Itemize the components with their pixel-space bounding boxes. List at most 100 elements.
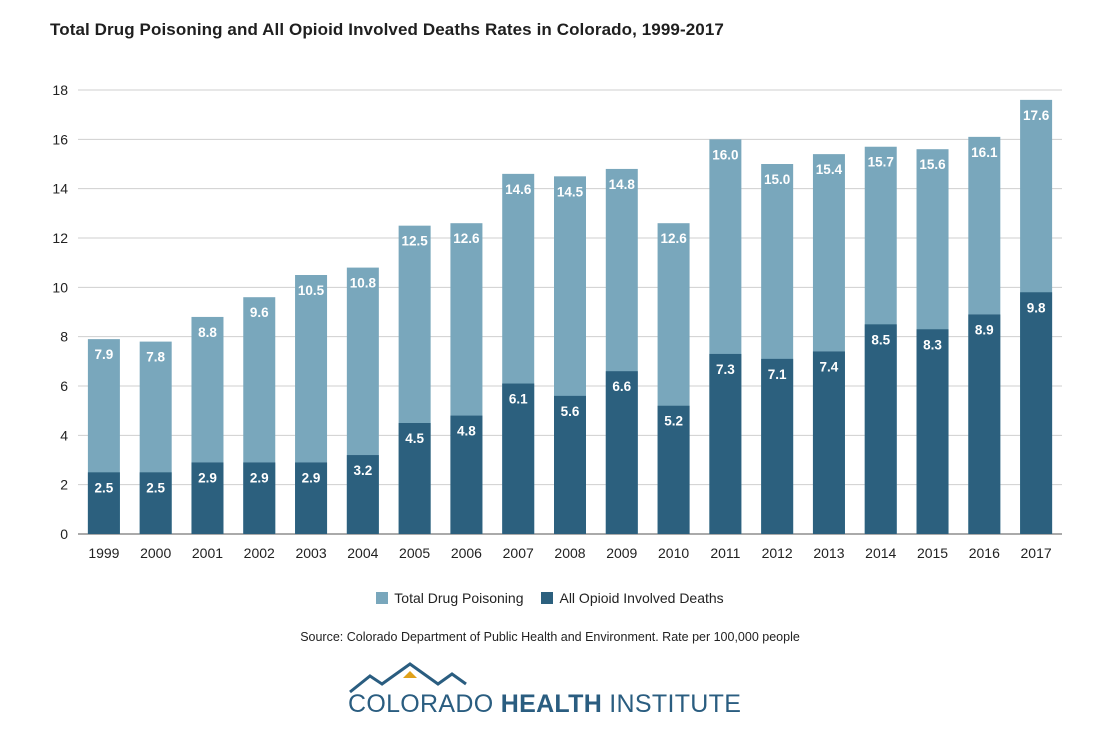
bar-opioid [450, 415, 483, 534]
logo-text-institute: INSTITUTE [602, 690, 742, 718]
bar-opioid [87, 472, 120, 534]
data-label-opioid: 8.5 [871, 332, 890, 347]
bar-opioid [502, 383, 535, 534]
data-label-total: 10.5 [298, 283, 325, 298]
mountain-icon [349, 662, 467, 694]
data-label-opioid: 2.9 [250, 470, 269, 485]
legend: Total Drug Poisoning All Opioid Involved… [0, 590, 1100, 606]
y-tick-label: 2 [60, 477, 68, 493]
data-label-opioid: 5.6 [561, 404, 580, 419]
x-tick-label: 2002 [244, 545, 275, 561]
data-label-opioid: 7.3 [716, 362, 735, 377]
data-label-total: 10.8 [350, 276, 377, 291]
x-tick-label: 2017 [1021, 545, 1052, 561]
data-label-opioid: 8.9 [975, 322, 994, 337]
data-label-total: 15.0 [764, 172, 790, 187]
data-label-total: 16.1 [971, 145, 998, 160]
data-label-total: 14.6 [505, 182, 532, 197]
x-tick-label: 2014 [865, 545, 896, 561]
x-tick-label: 2000 [140, 545, 171, 561]
colorado-health-institute-logo: COLORADO HEALTH INSTITUTE [348, 660, 741, 720]
y-tick-label: 12 [52, 230, 68, 246]
data-label-opioid: 2.9 [198, 470, 217, 485]
bar-opioid [1020, 292, 1053, 534]
legend-swatch-total [376, 592, 389, 604]
x-tick-label: 2011 [710, 545, 740, 561]
y-tick-label: 8 [60, 329, 68, 345]
bar-opioid [761, 358, 794, 534]
x-tick-label: 2001 [192, 545, 223, 561]
bar-opioid [346, 455, 379, 534]
data-label-total: 7.8 [146, 350, 165, 365]
x-tick-label: 2015 [917, 545, 948, 561]
legend-item-total: Total Drug Poisoning [376, 590, 523, 606]
data-label-total: 15.4 [816, 162, 843, 177]
y-tick-label: 0 [60, 526, 68, 542]
data-label-opioid: 5.2 [664, 414, 683, 429]
x-tick-label: 2012 [762, 545, 793, 561]
data-label-total: 9.6 [250, 305, 269, 320]
bar-opioid [605, 371, 638, 534]
data-label-total: 12.5 [401, 234, 428, 249]
data-label-total: 15.6 [919, 157, 946, 172]
legend-item-opioid: All Opioid Involved Deaths [541, 590, 724, 606]
bar-opioid [709, 353, 742, 534]
x-tick-label: 2005 [399, 545, 430, 561]
data-label-opioid: 2.5 [146, 480, 165, 495]
data-label-opioid: 9.8 [1027, 300, 1046, 315]
legend-label-opioid: All Opioid Involved Deaths [559, 590, 724, 606]
x-tick-label: 2009 [606, 545, 637, 561]
bar-opioid [916, 329, 949, 534]
bar-opioid [968, 314, 1001, 534]
x-tick-label: 1999 [88, 545, 119, 561]
chart-title: Total Drug Poisoning and All Opioid Invo… [50, 20, 724, 39]
data-label-total: 8.8 [198, 325, 217, 340]
data-label-total: 7.9 [95, 347, 114, 362]
source-note: Source: Colorado Department of Public He… [300, 630, 800, 644]
data-label-opioid: 2.5 [95, 480, 114, 495]
bar-opioid [295, 462, 328, 534]
data-label-total: 17.6 [1023, 108, 1050, 123]
logo-text-health: HEALTH [500, 690, 603, 718]
y-tick-label: 10 [52, 279, 68, 295]
data-label-total: 16.0 [712, 147, 738, 162]
data-label-opioid: 4.8 [457, 424, 476, 439]
bar-opioid [657, 405, 690, 534]
y-tick-label: 18 [52, 82, 68, 98]
bar-opioid [191, 462, 224, 534]
x-tick-label: 2008 [554, 545, 585, 561]
data-label-opioid: 7.1 [768, 367, 787, 382]
bar-opioid [554, 395, 586, 534]
data-label-total: 12.6 [660, 231, 687, 246]
data-label-total: 15.7 [868, 155, 894, 170]
y-tick-label: 6 [60, 378, 68, 394]
bar-opioid [243, 462, 276, 534]
legend-swatch-opioid [541, 592, 554, 604]
x-tick-label: 2003 [295, 545, 326, 561]
data-label-opioid: 4.5 [405, 431, 424, 446]
data-label-total: 14.8 [609, 177, 636, 192]
data-label-opioid: 3.2 [353, 463, 372, 478]
data-label-opioid: 6.6 [612, 379, 631, 394]
data-label-opioid: 2.9 [302, 470, 321, 485]
bar-opioid [398, 423, 431, 534]
x-tick-label: 2006 [451, 545, 482, 561]
data-label-total: 12.6 [453, 231, 480, 246]
x-tick-label: 2010 [658, 545, 689, 561]
x-tick-label: 2013 [813, 545, 844, 561]
data-label-opioid: 6.1 [509, 392, 528, 407]
x-tick-label: 2007 [503, 545, 534, 561]
chart-plot: 0 2 4 6 8 10 12 14 16 18 7.9 2.5 1999 7.8 2.5 2000 8.8 2.… [52, 82, 1062, 561]
y-tick-label: 16 [52, 131, 68, 147]
y-tick-label: 14 [52, 181, 68, 197]
data-label-opioid: 7.4 [820, 359, 839, 374]
y-tick-label: 4 [60, 427, 68, 443]
bar-opioid [139, 472, 172, 534]
x-tick-label: 2016 [969, 545, 1000, 561]
x-tick-label: 2004 [347, 545, 378, 561]
data-label-opioid: 8.3 [923, 337, 942, 352]
bar-opioid [864, 324, 897, 534]
bar-opioid [812, 351, 845, 534]
data-label-total: 14.5 [557, 184, 584, 199]
logo-text-colorado: COLORADO [348, 690, 501, 718]
